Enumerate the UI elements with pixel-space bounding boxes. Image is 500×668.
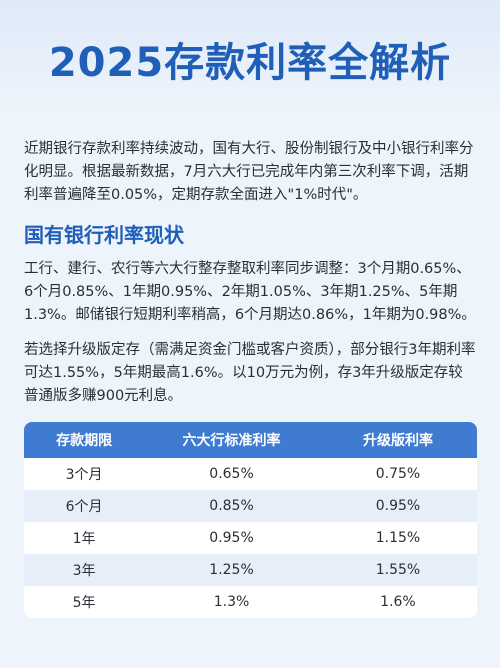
standard-rate-cell: 1.3% xyxy=(144,586,319,618)
intro-paragraph: 近期银行存款利率持续波动，国有大行、股份制银行及中小银行利率分化明显。根据最新数… xyxy=(24,141,474,203)
upgrade-rate-cell: 0.95% xyxy=(318,490,477,522)
upgrade-rate-cell: 1.6% xyxy=(318,586,477,618)
upgrade-rate-cell: 0.75% xyxy=(318,458,477,490)
header-standard-rate: 六大行标准利率 xyxy=(144,422,319,458)
term-cell: 1年 xyxy=(24,522,145,554)
section-heading: 国有银行利率现状 xyxy=(24,223,184,247)
standard-rate-cell: 0.85% xyxy=(144,490,319,522)
rates-table: 存款期限 六大行标准利率 升级版利率 3个月 0.65% 0.75% 6个月 0… xyxy=(24,422,477,618)
table-row: 3年 1.25% 1.55% xyxy=(24,554,477,586)
header-upgrade-rate: 升级版利率 xyxy=(318,422,477,458)
upgrade-deposit-paragraph: 若选择升级版定存（需满足资金门槛或客户资质），部分银行3年期利率可达1.55%，… xyxy=(24,342,476,404)
state-bank-rates-paragraph: 工行、建行、农行等六大行整存整取利率同步调整：3个月期0.65%、6个月0.85… xyxy=(24,261,476,323)
title-banner: 2025存款利率全解析 xyxy=(0,0,500,118)
standard-rate-cell: 0.95% xyxy=(144,522,319,554)
term-cell: 3年 xyxy=(24,554,145,586)
term-cell: 3个月 xyxy=(24,458,145,490)
table-row: 5年 1.3% 1.6% xyxy=(24,586,477,618)
table-row: 3个月 0.65% 0.75% xyxy=(24,458,477,490)
table-row: 6个月 0.85% 0.95% xyxy=(24,490,477,522)
upgrade-rate-cell: 1.55% xyxy=(318,554,477,586)
term-cell: 5年 xyxy=(24,586,145,618)
rates-table-header: 存款期限 六大行标准利率 升级版利率 xyxy=(24,422,477,458)
table-row: 1年 0.95% 1.15% xyxy=(24,522,477,554)
rates-table-body: 3个月 0.65% 0.75% 6个月 0.85% 0.95% 1年 0.95%… xyxy=(24,458,477,618)
page-title: 2025存款利率全解析 xyxy=(48,40,452,86)
table-header-row: 存款期限 六大行标准利率 升级版利率 xyxy=(24,422,477,458)
standard-rate-cell: 0.65% xyxy=(144,458,319,490)
upgrade-rate-cell: 1.15% xyxy=(318,522,477,554)
header-term: 存款期限 xyxy=(24,422,145,458)
standard-rate-cell: 1.25% xyxy=(144,554,319,586)
term-cell: 6个月 xyxy=(24,490,145,522)
article-body: 近期银行存款利率持续波动，国有大行、股份制银行及中小银行利率分化明显。根据最新数… xyxy=(0,118,500,618)
